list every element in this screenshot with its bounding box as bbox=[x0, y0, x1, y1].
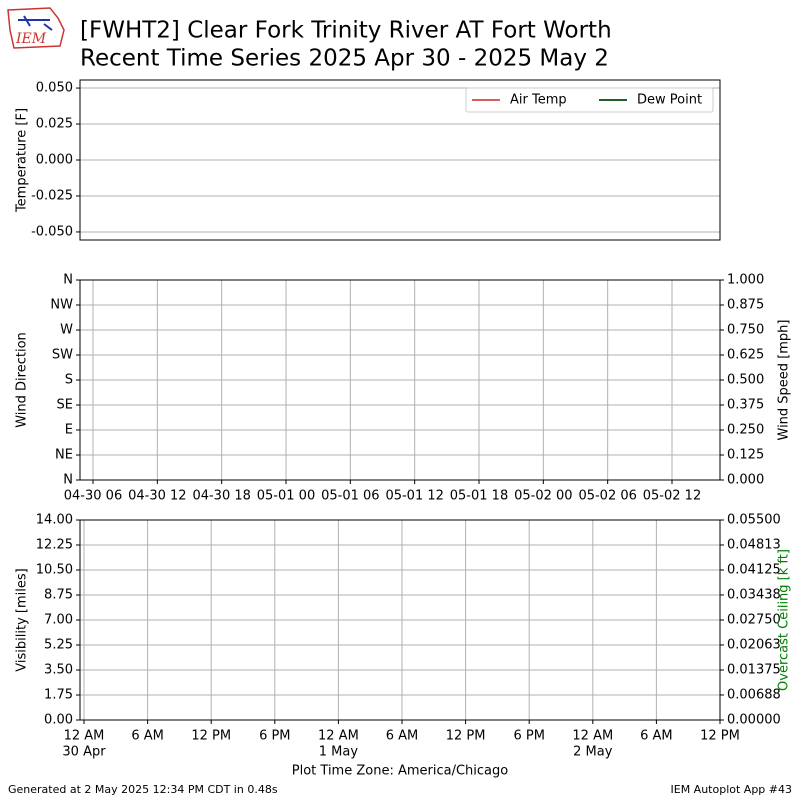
x-tick-label: 12 PM bbox=[191, 729, 231, 744]
y-axis-label: Temperature [F] bbox=[15, 108, 30, 213]
chart-subtitle: Recent Time Series 2025 Apr 30 - 2025 Ma… bbox=[80, 46, 609, 72]
plot-frame bbox=[79, 519, 721, 721]
x-tick-label: 05-02 06 bbox=[578, 489, 636, 504]
y2-tick-label: 0.04813 bbox=[727, 537, 781, 552]
y-tick-label: N bbox=[63, 273, 73, 288]
x-tick-label: 05-01 18 bbox=[450, 489, 508, 504]
legend-label: Dew Point bbox=[637, 93, 702, 108]
y-tick-label: N bbox=[63, 473, 73, 488]
y-tick-label: 1.75 bbox=[44, 688, 73, 703]
x-tick-label: 6 PM bbox=[259, 729, 290, 744]
chart-title: [FWHT2] Clear Fork Trinity River AT Fort… bbox=[80, 18, 612, 44]
y-tick-label: 5.25 bbox=[44, 638, 73, 653]
y-tick-label: 0.00 bbox=[44, 713, 73, 728]
x-tick-label: 05-01 00 bbox=[257, 489, 315, 504]
y-tick-label: E bbox=[65, 423, 73, 438]
y-tick-label: 10.50 bbox=[36, 563, 73, 578]
footer-generated: Generated at 2 May 2025 12:34 PM CDT in … bbox=[8, 783, 278, 796]
y-tick-label: S bbox=[65, 373, 73, 388]
x-tick-label: 05-02 12 bbox=[643, 489, 701, 504]
x-tick-label: 04-30 18 bbox=[192, 489, 250, 504]
y2-tick-label: 0.04125 bbox=[727, 563, 781, 578]
y-tick-label: 7.00 bbox=[44, 613, 73, 628]
y-tick-label: -0.050 bbox=[31, 224, 73, 239]
y-tick-label: NE bbox=[55, 448, 73, 463]
y2-tick-label: 0.125 bbox=[727, 448, 764, 463]
x-tick-date: 2 May bbox=[573, 745, 613, 760]
logo: IEM bbox=[7, 7, 65, 49]
y2-tick-label: 0.00688 bbox=[727, 687, 781, 702]
y-tick-label: W bbox=[60, 323, 73, 338]
x-tick-label: 6 AM bbox=[131, 729, 164, 744]
x-tick-label: 6 AM bbox=[640, 729, 673, 744]
footer-app: IEM Autoplot App #43 bbox=[671, 783, 793, 796]
x-axis-label: Plot Time Zone: America/Chicago bbox=[292, 764, 508, 779]
x-tick-label: 04-30 06 bbox=[64, 489, 122, 504]
x-tick-date: 30 Apr bbox=[62, 745, 106, 760]
y2-tick-label: 0.00000 bbox=[727, 713, 781, 728]
y2-tick-label: 0.02750 bbox=[727, 613, 781, 628]
y-tick-label: 8.75 bbox=[44, 588, 73, 603]
x-tick-label: 05-01 06 bbox=[321, 489, 379, 504]
legend-label: Air Temp bbox=[510, 93, 567, 108]
y-tick-label: 3.50 bbox=[44, 663, 73, 678]
x-tick-date: 1 May bbox=[319, 745, 359, 760]
y2-tick-label: 0.375 bbox=[727, 398, 764, 413]
x-tick-label: 6 PM bbox=[513, 729, 544, 744]
x-tick-label: 12 PM bbox=[700, 729, 740, 744]
y-tick-label: -0.025 bbox=[31, 188, 73, 203]
y2-tick-label: 0.000 bbox=[727, 473, 764, 488]
y2-axis-label: Overcast Ceiling [k ft] bbox=[777, 549, 792, 691]
x-tick-label: 6 AM bbox=[386, 729, 419, 744]
y2-tick-label: 0.750 bbox=[727, 323, 764, 338]
plot-frame bbox=[79, 79, 721, 241]
y2-tick-label: 0.01375 bbox=[727, 663, 781, 678]
x-tick-label: 05-01 12 bbox=[385, 489, 443, 504]
logo-text: IEM bbox=[15, 31, 47, 47]
x-tick-label: 12 AM bbox=[64, 729, 105, 744]
x-tick-label: 04-30 12 bbox=[128, 489, 186, 504]
x-tick-label: 12 AM bbox=[572, 729, 613, 744]
y2-tick-label: 0.250 bbox=[727, 423, 764, 438]
y2-tick-label: 0.625 bbox=[727, 348, 764, 363]
y-tick-label: SW bbox=[52, 348, 73, 363]
y-axis-label: Wind Direction bbox=[15, 332, 30, 428]
y2-tick-label: 1.000 bbox=[727, 273, 764, 288]
y-axis-label: Visibility [miles] bbox=[15, 568, 30, 671]
y-tick-label: 0.000 bbox=[36, 153, 73, 168]
x-tick-label: 12 AM bbox=[318, 729, 359, 744]
y2-tick-label: 0.500 bbox=[727, 373, 764, 388]
y2-tick-label: 0.05500 bbox=[727, 513, 781, 528]
y-tick-label: NW bbox=[50, 298, 73, 313]
y2-axis-label: Wind Speed [mph] bbox=[777, 320, 792, 441]
y2-tick-label: 0.03438 bbox=[727, 587, 781, 602]
legend-box bbox=[465, 87, 714, 113]
y-tick-label: 0.050 bbox=[36, 81, 73, 96]
y-tick-label: 0.025 bbox=[36, 117, 73, 132]
x-tick-label: 12 PM bbox=[446, 729, 486, 744]
y-tick-label: SE bbox=[57, 398, 73, 413]
y-tick-label: 14.00 bbox=[36, 513, 73, 528]
y2-tick-label: 0.875 bbox=[727, 298, 764, 313]
x-tick-label: 05-02 00 bbox=[514, 489, 572, 504]
y-tick-label: 12.25 bbox=[36, 538, 73, 553]
plot-frame bbox=[79, 279, 721, 481]
y2-tick-label: 0.02063 bbox=[727, 637, 781, 652]
